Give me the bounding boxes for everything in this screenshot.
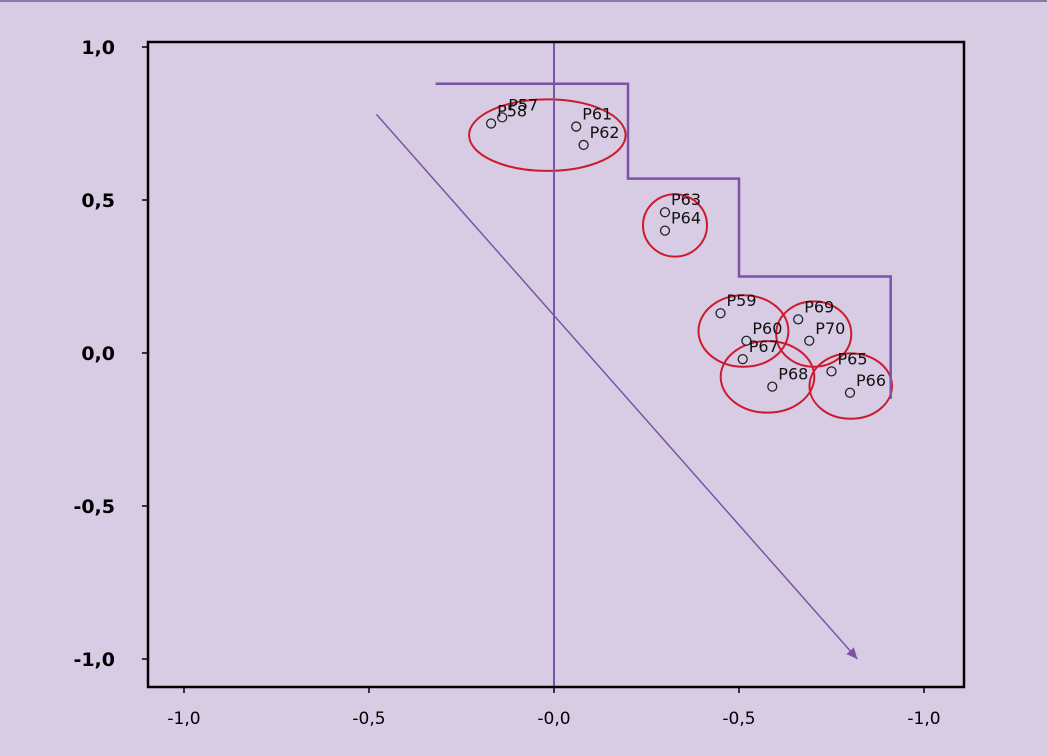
point-label-p58: P58 [497, 102, 527, 121]
x-tick-label-1: -1,0 [167, 709, 200, 729]
plot-frame [146, 40, 966, 689]
point-p60 [741, 335, 752, 346]
axes: 1,0 0,5 0,0 -0,5 -1,0 -1,0 -0,5 -0,0 -0,5 -1,0 [73, 37, 966, 729]
cluster-ellipses [468, 98, 893, 420]
y-tick-label-1: -1,0 [73, 649, 115, 671]
point-label-p60: P60 [752, 319, 782, 338]
cluster-ellipse-6 [808, 352, 893, 420]
point-label-p65: P65 [838, 349, 868, 368]
point-p68 [767, 381, 778, 392]
x-tick-label-1: -1,0 [907, 709, 940, 729]
point-label-p61: P61 [582, 105, 612, 124]
point-label-p69: P69 [804, 297, 834, 316]
data-points [485, 112, 856, 398]
point-p64 [659, 225, 671, 236]
point-p69 [793, 314, 804, 325]
point-p63 [659, 207, 671, 218]
x-tick-label-0: -0,0 [537, 709, 570, 729]
point-label-p57: P57 [508, 95, 538, 114]
point-p67 [737, 353, 748, 365]
point-label-p62: P62 [590, 123, 620, 142]
y-tick-label-0-5: 0,5 [81, 190, 115, 212]
point-label-p68: P68 [778, 365, 808, 384]
y-tick-label-0: 0,0 [81, 343, 115, 365]
point-p70 [804, 335, 815, 346]
trend-arrow-head [846, 647, 858, 659]
x-tick-label-0-5: -0,5 [722, 709, 755, 729]
point-p57 [497, 112, 508, 123]
trend-arrow-line [375, 113, 858, 660]
point-p66 [844, 387, 856, 398]
x-tick-label-0-5: -0,5 [352, 709, 385, 729]
cluster-ellipse-5 [719, 340, 816, 414]
cluster-ellipse-2 [642, 193, 708, 258]
point-label-p66: P66 [856, 371, 886, 390]
point-label-p64: P64 [671, 209, 701, 228]
top-rule [0, 0, 1047, 2]
point-label-p63: P63 [671, 190, 701, 209]
point-p61 [571, 121, 582, 132]
step-boundary [435, 82, 892, 399]
cluster-ellipse-3 [697, 294, 790, 368]
y-tick-label-0-5: -0,5 [73, 496, 115, 518]
point-p58 [485, 118, 497, 129]
point-label-p70: P70 [815, 319, 845, 338]
cluster-ellipse-4 [775, 300, 853, 368]
point-p62 [578, 139, 589, 151]
point-label-p59: P59 [727, 291, 757, 310]
point-p59 [715, 308, 726, 319]
y-tick-label-1: 1,0 [81, 37, 115, 59]
point-label-p67: P67 [749, 337, 779, 356]
guide-lines [375, 42, 892, 687]
point-p65 [826, 366, 837, 377]
cluster-ellipse-1 [468, 98, 627, 172]
